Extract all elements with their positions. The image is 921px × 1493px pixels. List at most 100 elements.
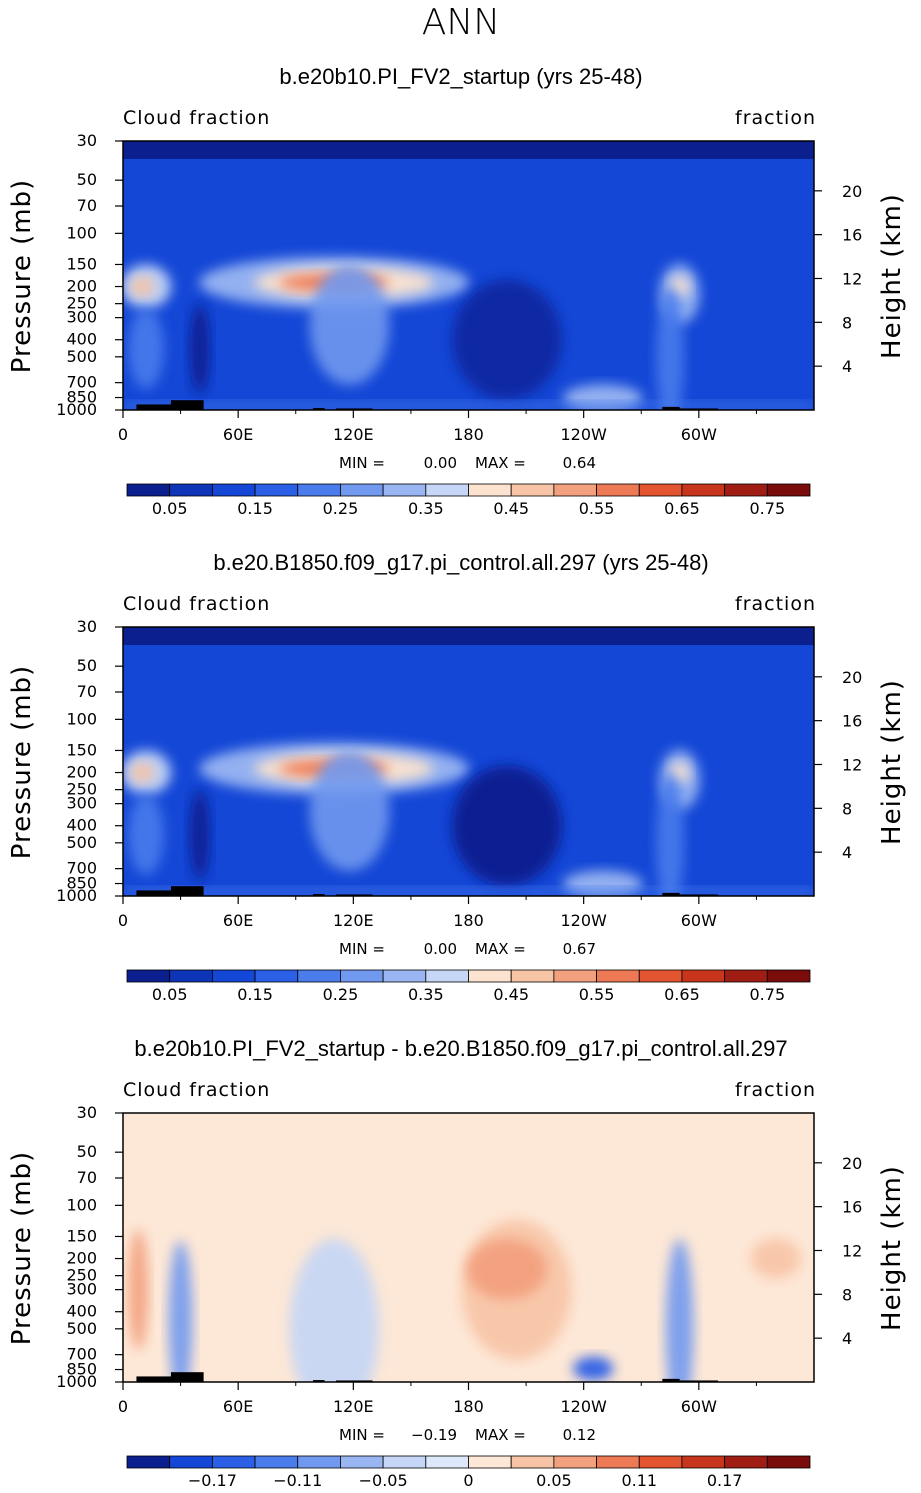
colorbar-box	[340, 483, 384, 497]
subsidence-region	[451, 279, 562, 400]
contour-field	[123, 627, 814, 896]
stat-min-label: MIN =	[339, 454, 385, 472]
colorbar-box	[340, 1455, 384, 1469]
land-mass-5	[662, 1378, 680, 1382]
america-column	[656, 772, 685, 896]
y-tick-label: 200	[66, 763, 97, 782]
right-label: fraction	[735, 593, 816, 615]
land-mass-4	[336, 1380, 373, 1382]
y-tick-label: 850	[66, 388, 97, 407]
x-tick-label: 120W	[560, 1397, 607, 1416]
panels: b.e20b10.PI_FV2_startup (yrs 25-48) Cloud…	[7, 64, 907, 1490]
colorbar-box	[297, 483, 341, 497]
y-tick-label: 850	[66, 874, 97, 893]
colorbar-label: −0.17	[188, 1471, 237, 1490]
stat-max-value: 0.64	[563, 454, 596, 472]
colorbar-box	[254, 969, 299, 983]
x-tick-label: 120E	[333, 425, 374, 444]
colorbar-label: 0.11	[621, 1471, 657, 1490]
y-tick-label: 400	[66, 330, 97, 349]
land-mass-1	[136, 1376, 191, 1382]
y-axis-title: Pressure (mb)	[7, 1151, 37, 1345]
right-tick-label: 8	[842, 1285, 852, 1304]
x-tick-label: 60W	[681, 425, 717, 444]
colorbar-box	[553, 483, 597, 497]
stratosphere-band	[123, 627, 814, 645]
colorbar-label: −0.11	[273, 1471, 322, 1490]
y-axis-title-right: Height (km)	[877, 1165, 907, 1331]
subsidence-region	[451, 765, 562, 886]
land-mass-2	[170, 1372, 204, 1382]
colorbar-box	[681, 483, 726, 497]
right-tick-label: 20	[842, 182, 862, 201]
y-tick-label: 250	[66, 780, 97, 799]
y-tick-label: 250	[66, 294, 97, 313]
y-tick-label: 30	[77, 131, 97, 150]
colorbar-label: −0.05	[359, 1471, 408, 1490]
convective-column	[309, 750, 390, 871]
right-tick-label: 16	[842, 1198, 862, 1217]
colorbar-box	[724, 969, 768, 983]
land-mass-3	[313, 894, 325, 896]
right-tick-label: 16	[842, 226, 862, 245]
y-tick-label: 250	[66, 1266, 97, 1285]
y-tick-label: 50	[77, 170, 97, 189]
colorbar-box	[169, 1455, 213, 1469]
colorbar-box	[510, 969, 555, 983]
figure-title: ANN	[422, 2, 501, 43]
x-tick-label: 120W	[560, 425, 607, 444]
x-tick-label: 0	[118, 1397, 128, 1416]
stat-min-value: −0.19	[411, 1426, 457, 1444]
y-tick-label: 1000	[56, 400, 97, 419]
stat-min-value: 0.00	[424, 454, 457, 472]
colorbar-box	[596, 1455, 640, 1469]
colorbar-box	[766, 483, 811, 497]
colorbar-box	[638, 969, 683, 983]
contour-field	[123, 141, 814, 410]
colorbar-box	[297, 1455, 341, 1469]
panel-title: b.e20b10.PI_FV2_startup (yrs 25-48)	[279, 64, 642, 89]
right-tick-label: 12	[842, 1241, 862, 1260]
y-tick-label: 700	[66, 1345, 97, 1364]
land-mass-1	[136, 404, 191, 410]
west-column	[128, 308, 165, 389]
colorbar-box	[425, 1455, 469, 1469]
panel-3: b.e20b10.PI_FV2_startup - b.e20.B1850.f0…	[7, 1036, 907, 1490]
x-tick-label: 60E	[223, 911, 253, 930]
contour-field	[123, 1113, 814, 1382]
land-mass-6	[666, 408, 719, 410]
y-tick-label: 150	[66, 740, 97, 759]
stat-max-label: MAX =	[475, 454, 526, 472]
y-tick-label: 1000	[56, 886, 97, 905]
x-tick-label: 180	[453, 1397, 484, 1416]
y-tick-label: 300	[66, 794, 97, 813]
y-tick-label: 1000	[56, 1372, 97, 1391]
west-anvil-core	[130, 276, 155, 297]
dry-slot-1	[189, 789, 210, 880]
y-tick-label: 70	[77, 682, 97, 701]
colorbar-box	[126, 1455, 171, 1469]
colorbar-label: 0.45	[493, 499, 529, 518]
right-tick-label: 8	[842, 313, 852, 332]
stat-max-label: MAX =	[475, 1426, 526, 1444]
colorbar-box	[553, 1455, 597, 1469]
colorbar-box	[596, 483, 640, 497]
colorbar-box	[681, 969, 726, 983]
colorbar-label: 0	[463, 1471, 473, 1490]
y-tick-label: 50	[77, 656, 97, 675]
colorbar-box	[510, 483, 555, 497]
y-tick-label: 30	[77, 617, 97, 636]
colorbar-box	[211, 483, 256, 497]
colorbar-label: 0.55	[579, 985, 615, 1004]
colorbar-box	[297, 969, 341, 983]
positive-core	[466, 1239, 547, 1300]
x-tick-label: 120W	[560, 911, 607, 930]
y-tick-label: 700	[66, 859, 97, 878]
west-anvil-core	[130, 762, 155, 783]
right-tick-label: 12	[842, 269, 862, 288]
panel-title: b.e20b10.PI_FV2_startup - b.e20.B1850.f0…	[134, 1036, 787, 1061]
land-mass-6	[666, 1380, 719, 1382]
stat-min-value: 0.00	[424, 940, 457, 958]
colorbar-box	[681, 1455, 726, 1469]
